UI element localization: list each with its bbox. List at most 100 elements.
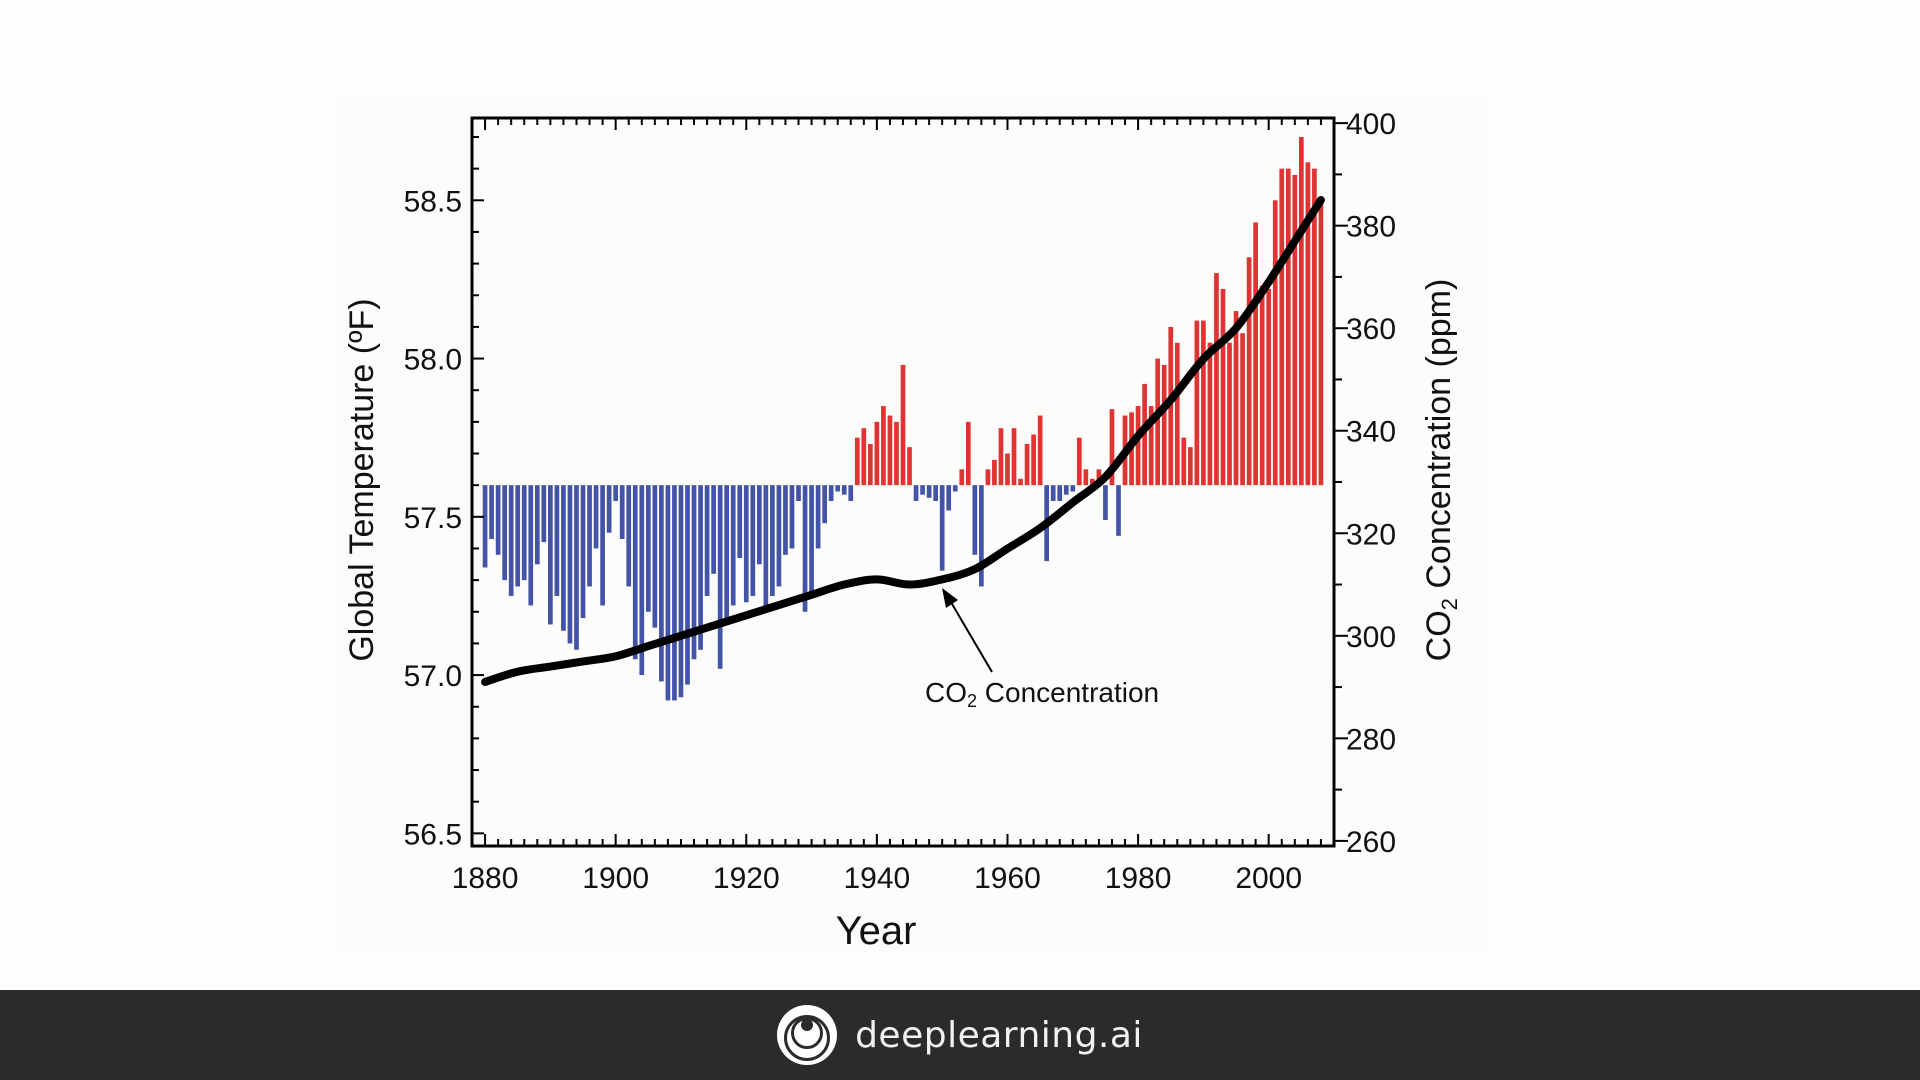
temperature-bar-1952 bbox=[952, 485, 958, 492]
temperature-bar-1908 bbox=[665, 485, 671, 701]
temperature-bar-1909 bbox=[672, 485, 677, 701]
temperature-bar-1915 bbox=[711, 485, 716, 574]
temperature-bar-2004 bbox=[1292, 174, 1298, 486]
temperature-bar-1990 bbox=[1201, 320, 1206, 486]
temperature-bar-1926 bbox=[783, 485, 788, 555]
temperature-bar-1933 bbox=[828, 485, 834, 501]
temperature-bar-1893 bbox=[567, 485, 573, 644]
right-y-tick-labels: 260 280 300 320 340 360 380 400 bbox=[1346, 108, 1396, 859]
temperature-bar-2007 bbox=[1312, 168, 1317, 486]
temperature-bar-1975 bbox=[1103, 485, 1108, 520]
right-y-tick-label-280: 280 bbox=[1346, 723, 1396, 756]
temperature-bar-1959 bbox=[998, 428, 1004, 486]
temperature-bar-1912 bbox=[691, 485, 697, 660]
temperature-bar-1930 bbox=[809, 485, 814, 596]
temperature-bar-1948 bbox=[926, 485, 932, 498]
temperature-bar-1917 bbox=[724, 485, 730, 619]
right-y-tick-label-340: 340 bbox=[1346, 416, 1396, 449]
x-tick-label-1900: 1900 bbox=[582, 862, 649, 895]
temperature-bar-1911 bbox=[685, 485, 690, 685]
temperature-bar-1949 bbox=[933, 485, 939, 501]
left-y-tick-label-58.5: 58.5 bbox=[404, 185, 462, 218]
temperature-bar-1920 bbox=[743, 485, 749, 603]
temperature-bar-1988 bbox=[1187, 447, 1193, 486]
temperature-bar-1928 bbox=[796, 485, 801, 501]
temperature-bar-1938 bbox=[861, 428, 867, 486]
temperature-bar-1967 bbox=[1050, 485, 1056, 501]
temperature-bar-1922 bbox=[756, 485, 762, 565]
temperature-bar-1891 bbox=[554, 485, 560, 596]
temperature-bar-1954 bbox=[965, 421, 971, 486]
temperature-bar-2008 bbox=[1318, 200, 1324, 486]
temperature-bar-1941 bbox=[881, 406, 886, 486]
temperature-bars bbox=[482, 136, 1324, 701]
temperature-bar-1962 bbox=[1018, 478, 1023, 486]
temperature-bar-1958 bbox=[992, 459, 997, 486]
temperature-bar-1884 bbox=[508, 485, 514, 596]
temperature-bar-1913 bbox=[698, 485, 703, 650]
temperature-bar-2003 bbox=[1285, 168, 1291, 486]
left-y-axis-title: Global Temperature (ºF) bbox=[343, 298, 381, 661]
temperature-bar-2001 bbox=[1272, 200, 1278, 486]
temperature-bar-1987 bbox=[1181, 437, 1187, 486]
temperature-bar-1971 bbox=[1076, 437, 1082, 486]
temperature-bar-1998 bbox=[1253, 222, 1258, 486]
temperature-bar-1919 bbox=[737, 485, 743, 558]
temperature-bar-1961 bbox=[1011, 428, 1017, 486]
temperature-bar-1996 bbox=[1240, 333, 1245, 486]
temperature-bar-1989 bbox=[1194, 320, 1200, 486]
temperature-bar-1886 bbox=[521, 485, 527, 581]
temperature-bar-1992 bbox=[1214, 273, 1219, 486]
x-tick-label-2000: 2000 bbox=[1235, 862, 1302, 895]
temperature-bar-1897 bbox=[593, 485, 599, 549]
temperature-bar-1953 bbox=[959, 469, 965, 486]
temperature-bar-1965 bbox=[1037, 415, 1043, 486]
temperature-bar-1914 bbox=[704, 485, 710, 596]
temperature-bar-1960 bbox=[1005, 453, 1010, 486]
temperature-bar-1923 bbox=[763, 485, 769, 606]
temperature-bar-1999 bbox=[1259, 285, 1265, 486]
temperature-bar-1964 bbox=[1031, 434, 1036, 486]
temperature-bar-1905 bbox=[645, 485, 651, 612]
temperature-bar-1951 bbox=[946, 485, 952, 511]
co2-concentration-line bbox=[481, 196, 1325, 686]
temperature-bar-1882 bbox=[495, 485, 501, 555]
left-y-tick-label-58.0: 58.0 bbox=[404, 344, 462, 377]
plot-frame bbox=[470, 116, 1336, 848]
temperature-bar-1955 bbox=[972, 485, 978, 555]
temperature-bar-1903 bbox=[632, 485, 638, 660]
temperature-bar-1957 bbox=[985, 469, 991, 486]
temperature-bar-1983 bbox=[1155, 358, 1161, 486]
temperature-bar-1902 bbox=[626, 485, 632, 587]
temperature-bar-1898 bbox=[600, 485, 605, 606]
temperature-bar-1969 bbox=[1063, 485, 1069, 495]
temperature-bar-1885 bbox=[515, 485, 521, 587]
temperature-bar-1963 bbox=[1024, 444, 1030, 486]
x-tick-label-1920: 1920 bbox=[713, 862, 780, 895]
temperature-bar-1907 bbox=[659, 485, 664, 682]
right-y-axis-title: CO2 Concentration (ppm) bbox=[1420, 279, 1462, 662]
co2-annotation-label: CO2 Concentration bbox=[925, 677, 1159, 711]
temperature-bar-1889 bbox=[541, 485, 547, 543]
temperature-bar-1946 bbox=[913, 485, 919, 501]
temperature-bar-1925 bbox=[776, 485, 782, 587]
temperature-bar-1984 bbox=[1161, 364, 1167, 486]
temperature-bar-1968 bbox=[1057, 485, 1063, 501]
temperature-bar-1906 bbox=[652, 485, 658, 628]
temperature-bar-2000 bbox=[1266, 288, 1272, 486]
temperature-bar-1896 bbox=[587, 485, 592, 587]
temperature-bar-1939 bbox=[867, 444, 873, 486]
temperature-bar-1980 bbox=[1135, 406, 1141, 486]
temperature-bar-1910 bbox=[678, 485, 684, 698]
temperature-bar-1927 bbox=[789, 485, 795, 549]
temperature-bar-1986 bbox=[1174, 342, 1180, 486]
temperature-bar-2005 bbox=[1298, 136, 1304, 486]
right-y-tick-label-320: 320 bbox=[1346, 518, 1396, 551]
temperature-bar-1904 bbox=[639, 485, 645, 676]
right-y-tick-label-400: 400 bbox=[1346, 108, 1396, 141]
temperature-bar-1921 bbox=[750, 485, 756, 596]
temperature-bar-1943 bbox=[894, 421, 899, 486]
temperature-bar-1937 bbox=[854, 437, 860, 486]
deeplearning-logo-icon bbox=[777, 1005, 838, 1065]
temperature-bar-1936 bbox=[848, 485, 854, 501]
